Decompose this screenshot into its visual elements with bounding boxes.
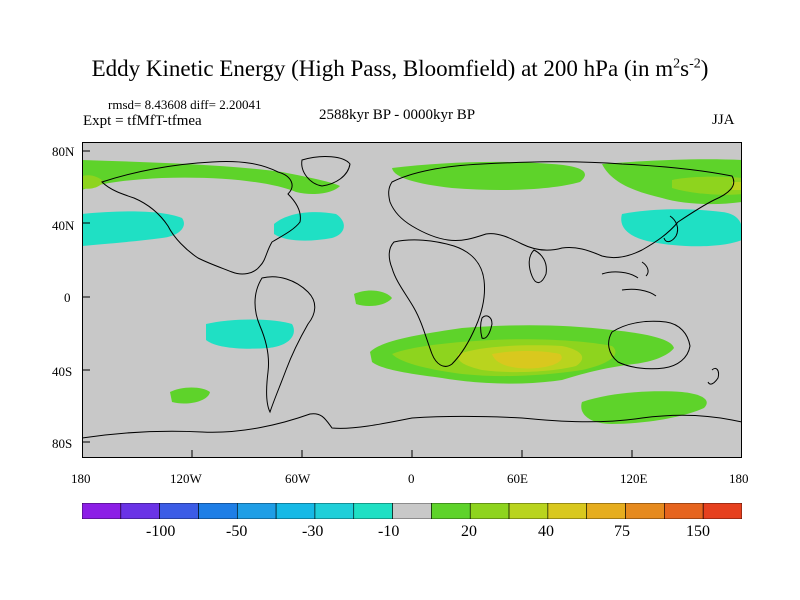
outline-north-america xyxy=(101,161,301,275)
outline-new-zealand xyxy=(707,367,719,385)
colorbar-label: 40 xyxy=(538,523,554,540)
lon-label-120e: 120E xyxy=(620,471,648,486)
lat-label-80s: 80S xyxy=(52,436,73,451)
outline-japan xyxy=(663,215,679,243)
colorbar-swatch xyxy=(702,503,742,519)
outline-antarctica xyxy=(82,413,742,439)
colorbar-swatch xyxy=(314,503,355,519)
green-patch-equatorial-atlantic xyxy=(354,290,392,306)
cyan-patch-north-atlantic xyxy=(274,212,344,241)
colorbar-label: 150 xyxy=(686,523,710,540)
map-plot xyxy=(82,142,742,458)
outline-eurasia xyxy=(388,161,735,259)
lightgreen-pacific xyxy=(672,176,742,195)
lon-label-60w: 60W xyxy=(285,471,311,486)
coastlines xyxy=(82,156,742,439)
rmsd-diff-stats: rmsd= 8.43608 diff= 2.20041 xyxy=(108,97,262,112)
colorbar-swatch xyxy=(508,503,549,519)
colorbar-swatch xyxy=(275,503,316,519)
colorbar-swatch xyxy=(469,503,510,519)
green-band-north-atlantic xyxy=(82,160,340,194)
lon-label-180e: 180 xyxy=(729,471,749,486)
cyan-patch-north-pacific-west xyxy=(82,211,184,246)
green-patch-south-australia xyxy=(581,391,707,424)
lat-label-40s: 40S xyxy=(52,364,73,379)
colorbar-swatch xyxy=(236,503,277,519)
colorbar-label: -30 xyxy=(302,523,324,540)
colorbar-swatch xyxy=(198,503,238,519)
outline-maritime-asia xyxy=(601,261,657,297)
colorbar-swatch xyxy=(431,503,471,519)
colorbar-label: 75 xyxy=(614,523,630,540)
colorbar-swatch xyxy=(625,503,665,519)
lat-label-80n: 80N xyxy=(52,144,75,159)
chart-title: Eddy Kinetic Energy (High Pass, Bloomfie… xyxy=(91,56,709,81)
colorbar xyxy=(82,503,742,519)
outline-africa xyxy=(388,239,485,367)
lon-label-0: 0 xyxy=(408,471,415,486)
season-label: JJA xyxy=(712,112,735,128)
colorbar-label: -10 xyxy=(378,523,400,540)
cyan-patch-north-pacific-east xyxy=(621,209,742,247)
axis-ticks xyxy=(82,150,633,458)
colorbar-swatch xyxy=(392,503,432,519)
colorbar-label: 20 xyxy=(461,523,477,540)
colorbar-swatch xyxy=(159,503,199,519)
yellowgreen-pacific xyxy=(732,182,742,190)
lon-label-180w: 180 xyxy=(71,471,91,486)
colorbar-swatch xyxy=(664,503,704,519)
anomaly-field xyxy=(82,159,742,424)
colorbar-label: -100 xyxy=(146,523,176,540)
lat-label-40n: 40N xyxy=(52,218,75,233)
lon-label-60e: 60E xyxy=(507,471,528,486)
experiment-label: Expt = tfMfT-tfmea xyxy=(83,113,202,129)
colorbar-swatch xyxy=(82,503,122,519)
outline-south-america xyxy=(254,276,316,414)
lon-label-120w: 120W xyxy=(170,471,202,486)
outline-australia xyxy=(608,320,691,370)
green-band-eurasia xyxy=(392,161,585,190)
colorbar-swatch xyxy=(353,503,393,519)
period-label: 2588kyr BP - 0000kyr BP xyxy=(319,107,476,123)
lightgreen-atlantic xyxy=(82,175,104,189)
outline-india xyxy=(528,249,547,283)
colorbar-swatch xyxy=(547,503,588,519)
yellow-core-south-indian xyxy=(492,351,562,369)
lat-label-eq: 0 xyxy=(64,290,71,305)
outline-madagascar xyxy=(480,315,493,339)
colorbar-label: -50 xyxy=(226,523,248,540)
colorbar-swatch xyxy=(586,503,626,519)
outline-greenland xyxy=(301,156,351,187)
cyan-patch-south-pacific xyxy=(206,319,294,349)
green-patch-south-pacific xyxy=(170,387,210,404)
colorbar-swatch xyxy=(120,503,160,519)
